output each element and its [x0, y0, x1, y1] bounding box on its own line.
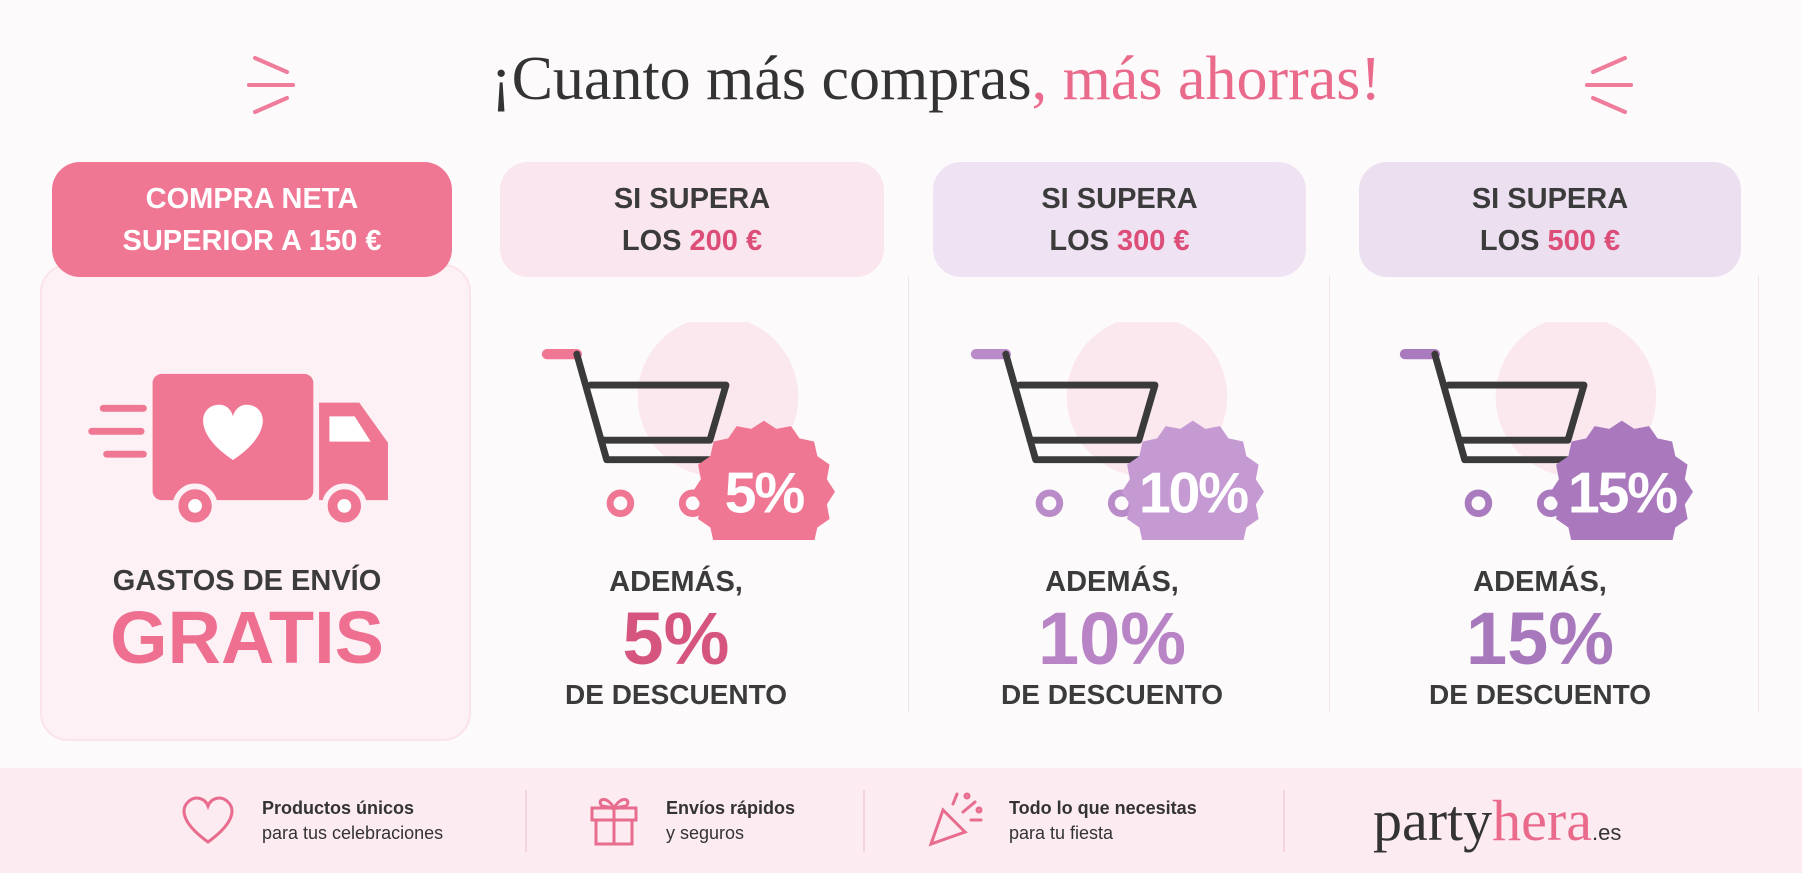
wheel	[606, 489, 635, 518]
badge-text: 10%	[1139, 461, 1248, 525]
divider	[1283, 790, 1285, 852]
heart-icon	[182, 796, 234, 844]
brand-part: party	[1373, 788, 1493, 853]
tier-label: COMPRA NETA SUPERIOR A 150 €	[52, 162, 452, 277]
divider	[525, 790, 527, 852]
highlight: 5%	[622, 597, 730, 680]
label-prefix: LOS	[1479, 225, 1540, 257]
tier-text: GASTOS DE ENVÍO GRATIS	[67, 565, 427, 678]
text-line: DE DESCUENTO	[565, 679, 787, 710]
divider	[1329, 276, 1330, 712]
badge-text: 5%	[725, 461, 805, 525]
feature-subtitle: para tu fiesta	[1009, 823, 1114, 843]
truck-icon	[88, 373, 388, 529]
cart-icon: 15%	[1399, 322, 1693, 540]
label-line: LOS 500 €	[1359, 220, 1741, 262]
feature: Productos únicos para tus celebraciones	[262, 796, 443, 846]
gift-icon	[590, 798, 638, 846]
label-line: SI SUPERA	[1041, 183, 1198, 215]
highlight: 15%	[1465, 597, 1615, 680]
highlight: 10%	[1037, 597, 1187, 680]
tier-text: ADEMÁS, 10% DE DESCUENTO	[932, 566, 1292, 711]
text-line: DE DESCUENTO	[1429, 679, 1651, 710]
feature-subtitle: para tus celebraciones	[262, 823, 444, 843]
footer	[0, 768, 1802, 873]
tier-label: SI SUPERA LOS 200 €	[500, 162, 884, 277]
label-line: COMPRA NETA	[145, 183, 359, 215]
feature-subtitle: y seguros	[666, 823, 745, 843]
text-line: ADEMÁS,	[1045, 566, 1179, 598]
decoration	[1585, 56, 1633, 114]
label-line: SI SUPERA	[613, 183, 771, 215]
label-line: LOS 200 €	[500, 220, 884, 262]
divider	[908, 276, 909, 712]
label-prefix: LOS	[1049, 225, 1109, 257]
tier-text: ADEMÁS, 5% DE DESCUENTO	[496, 566, 856, 711]
badge	[1121, 420, 1264, 540]
decoration	[247, 56, 295, 114]
brand: partyhera.es	[1373, 787, 1621, 854]
label-amount: 500 €	[1547, 225, 1621, 257]
label-amount: 300 €	[1117, 225, 1190, 257]
feature-title: Todo lo que necesitas	[1009, 798, 1197, 818]
text-line: ADEMÁS,	[1473, 566, 1607, 598]
badge	[692, 420, 835, 540]
label-line: SI SUPERA	[1471, 183, 1629, 215]
cart-icon: 5%	[541, 322, 835, 540]
divider	[1758, 276, 1759, 712]
label-line: SUPERIOR A 150 €	[122, 225, 382, 257]
text-line: ADEMÁS,	[609, 566, 743, 598]
tier-label: SI SUPERA LOS 500 €	[1359, 162, 1741, 277]
wheel	[1035, 489, 1064, 518]
feature-title: Envíos rápidos	[666, 798, 796, 818]
brand-part: hera	[1492, 788, 1592, 853]
label-amount: 200 €	[689, 225, 763, 257]
party-icon	[928, 792, 983, 847]
text-line: GASTOS DE ENVÍO	[112, 565, 382, 597]
title: ¡Cuanto más compras, más ahorras!	[70, 44, 1802, 115]
label-line: LOS 300 €	[933, 220, 1306, 262]
basket	[1002, 350, 1159, 464]
title-highlight: , más ahorras!	[1031, 45, 1382, 113]
basket	[1431, 350, 1588, 464]
cart-icon: 10%	[970, 322, 1264, 540]
tier-text: ADEMÁS, 15% DE DESCUENTO	[1360, 566, 1720, 711]
tier-label: SI SUPERA LOS 300 €	[933, 162, 1306, 277]
badge	[1550, 420, 1693, 540]
title-text: ¡Cuanto más compras	[490, 45, 1032, 113]
badge-text: 15%	[1568, 461, 1677, 525]
feature-title: Productos únicos	[262, 798, 415, 818]
label-prefix: LOS	[621, 225, 682, 257]
highlight: GRATIS	[109, 596, 385, 679]
wheel	[1464, 489, 1493, 518]
feature: Envíos rápidos y seguros	[666, 796, 795, 846]
basket	[573, 350, 730, 464]
feature: Todo lo que necesitas para tu fiesta	[1009, 796, 1197, 846]
brand-suffix: .es	[1591, 820, 1622, 845]
card	[40, 264, 471, 741]
text-line: DE DESCUENTO	[1001, 679, 1223, 710]
divider	[863, 790, 865, 852]
